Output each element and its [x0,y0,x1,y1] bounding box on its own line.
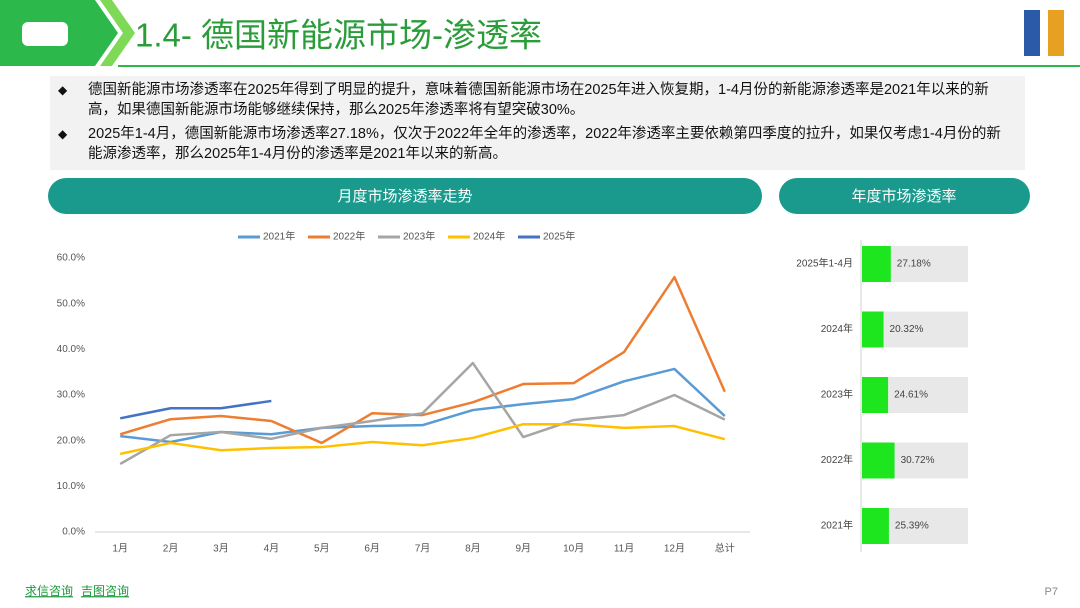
bar [862,442,895,479]
value-label: 27.18% [897,259,931,270]
x-tick-label: 8月 [465,543,481,555]
page-number: P7 [1045,586,1058,598]
x-tick-label: 9月 [515,543,531,555]
y-tick-label: 10.0% [57,481,85,492]
category-label: 2021年 [821,519,853,532]
value-label: 30.72% [901,455,935,466]
legend-label: 2024年 [473,230,505,243]
category-label: 2022年 [821,453,853,466]
bar [862,311,884,348]
logo-b [1048,10,1064,56]
x-tick-label: 7月 [415,543,431,555]
chart-title: 年度市场渗透率 [851,188,956,205]
x-tick-label: 5月 [314,543,330,555]
x-tick-label: 10月 [563,543,584,555]
series-line [119,399,272,420]
legend-label: 2025年 [543,230,575,243]
x-tick-label: 总计 [715,542,735,555]
pill-annual [779,178,1030,214]
bar [862,508,889,544]
header-title: 1.4- 德国新能源市场-渗透率 [135,17,542,54]
y-tick-label: 0.0% [62,527,85,538]
x-tick-label: 12月 [664,543,685,555]
bullet: 德国新能源市场渗透率在2025年得到了明显的提升，意味着德国新能源市场在2025… [58,80,1025,120]
x-tick-label: 4月 [264,543,280,555]
footer-link[interactable]: 吉图咨询 [81,583,129,598]
logo-d [1024,10,1040,56]
value-label: 24.61% [894,390,928,401]
category-label: 2023年 [821,388,853,401]
footer-link[interactable]: 求信咨询 [25,583,73,598]
legend-label: 2022年 [333,230,365,243]
header-chevron-accent [100,0,135,66]
series-line [119,361,726,466]
x-tick-label: 3月 [213,543,229,555]
y-tick-label: 60.0% [57,253,85,264]
legend-label: 2021年 [263,230,295,243]
bar [862,246,891,282]
chart-title: 月度市场渗透率走势 [337,188,472,205]
x-tick-label: 11月 [614,543,634,555]
pill-monthly [48,178,762,214]
x-tick-label: 1月 [112,543,128,555]
bullet: 2025年1-4月，德国新能源市场渗透率27.18%，仅次于2022年全年的渗透… [58,124,1025,164]
series-line [119,422,726,456]
car-icon [22,22,68,46]
x-tick-label: 6月 [364,543,380,555]
series-line [119,275,726,445]
category-label: 2025年1-4月 [796,257,853,270]
legend-label: 2023年 [403,230,435,243]
y-tick-label: 50.0% [57,298,85,309]
y-tick-label: 30.0% [57,390,85,401]
value-label: 20.32% [890,324,924,335]
x-tick-label: 2月 [163,543,179,555]
y-tick-label: 40.0% [57,344,85,355]
y-tick-label: 20.0% [57,435,85,446]
value-label: 25.39% [895,521,929,532]
series-line [120,367,726,444]
category-label: 2024年 [821,322,853,335]
bar [862,377,889,413]
bullet-box: 德国新能源市场渗透率在2025年得到了明显的提升，意味着德国新能源市场在2025… [50,76,1025,170]
